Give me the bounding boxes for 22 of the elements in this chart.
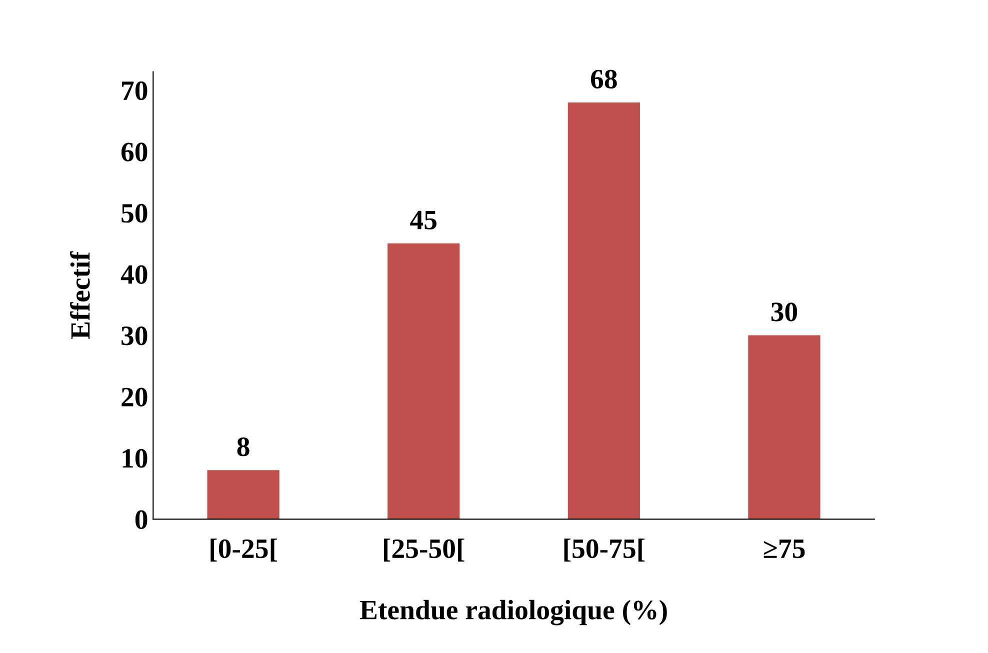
y-tick-label: 0 (135, 510, 148, 530)
data-label: 45 (410, 210, 436, 230)
y-tick-label: 60 (121, 142, 148, 162)
data-label: 30 (771, 302, 798, 322)
bar (388, 243, 460, 520)
y-tick-label: 70 (122, 81, 148, 100)
y-axis-title: Effectif (70, 251, 90, 339)
x-tick-label: [0-25[ (210, 538, 277, 562)
data-label: 68 (590, 70, 617, 88)
x-axis-title: Etendue radiologique (%) (360, 600, 667, 626)
y-tick-label: 40 (120, 265, 148, 284)
y-tick-label: 20 (122, 388, 148, 406)
y-tick-label: 30 (122, 326, 148, 346)
x-tick-label: [25-50[ (384, 538, 464, 562)
data-label: 8 (237, 437, 250, 456)
bar (748, 335, 820, 520)
bar (207, 470, 280, 520)
y-tick-label: 50 (122, 204, 148, 223)
bar (568, 102, 640, 520)
y-tick-label: 10 (122, 449, 148, 468)
x-tick-label: ≥75 (764, 540, 805, 558)
x-tick-label: [50-75[ (564, 538, 645, 562)
